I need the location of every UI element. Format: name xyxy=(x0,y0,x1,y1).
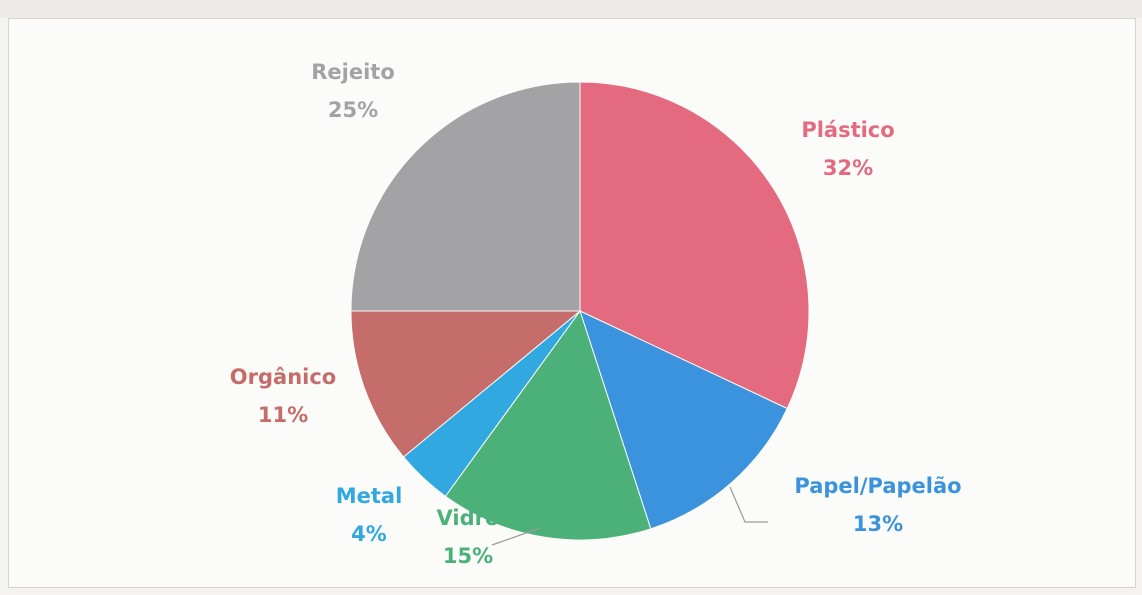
pie-slices xyxy=(350,81,810,541)
pie-slice-pl-stico xyxy=(579,81,810,410)
slice-value-label: 32% xyxy=(823,156,873,180)
slice-value-label: 25% xyxy=(328,98,378,122)
slice-name-label: Orgânico xyxy=(230,365,336,389)
leader-line xyxy=(491,527,541,546)
slice-name-label: Papel/Papelão xyxy=(794,474,961,498)
slice-labels: Plástico 32% Papel/Papelão 13% Vidro 15% Metal… xyxy=(230,60,962,568)
slice-value-label: 13% xyxy=(853,512,903,536)
pie-slice-org-nico xyxy=(350,310,582,458)
slice-name-label: Metal xyxy=(336,484,403,508)
pie-slice-rejeito xyxy=(350,81,581,312)
leader-lines xyxy=(491,486,768,546)
leader-line xyxy=(729,486,768,523)
slice-name-label: Plástico xyxy=(801,118,894,142)
slice-value-label: 11% xyxy=(258,403,308,427)
slice-value-label: 4% xyxy=(351,522,387,546)
pie-slice-papel-papel-o xyxy=(579,310,788,530)
top-cropped-strip xyxy=(0,0,1142,18)
slice-value-label: 15% xyxy=(443,544,493,568)
slice-name-label: Vidro xyxy=(437,506,500,530)
slice-name-label: Rejeito xyxy=(311,60,395,84)
pie-slice-vidro xyxy=(444,309,652,541)
